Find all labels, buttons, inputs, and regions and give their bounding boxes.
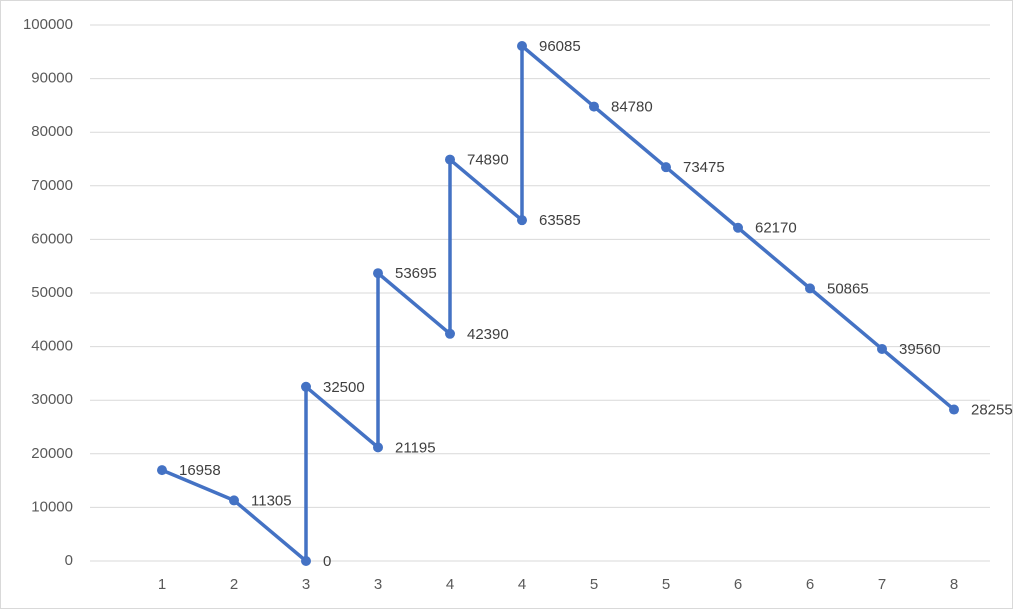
data-label: 28255 (971, 402, 1013, 419)
marker (229, 495, 239, 506)
data-label: 21195 (395, 439, 436, 456)
data-label: 11305 (251, 492, 292, 509)
x-tick-label: 3 (374, 576, 382, 593)
y-tick-label: 60000 (31, 230, 73, 247)
marker (373, 442, 383, 453)
marker (733, 222, 743, 233)
y-tick-label: 30000 (31, 391, 73, 408)
x-tick-label: 7 (878, 576, 886, 593)
line (161, 44, 956, 563)
y-tick-label: 50000 (31, 284, 73, 301)
marker (517, 215, 527, 226)
y-tick-label: 70000 (31, 177, 73, 194)
marker (589, 101, 599, 112)
x-tick-label: 4 (518, 576, 526, 593)
y-tick-label: 40000 (31, 338, 73, 355)
x-tick-label: 6 (734, 576, 742, 593)
x-tick-label: 6 (806, 576, 814, 593)
marker (661, 162, 671, 173)
data-label: 96085 (539, 38, 581, 55)
marker (157, 465, 167, 476)
data-label: 50865 (827, 280, 869, 297)
marker (445, 328, 455, 339)
y-tick-label: 80000 (31, 123, 73, 140)
data-label: 42390 (467, 326, 509, 343)
x-tick-label: 1 (158, 576, 166, 593)
x-tick-label: 5 (662, 576, 670, 593)
y-tick-label: 10000 (31, 498, 73, 515)
y-tick-label: 0 (65, 552, 73, 569)
marker (301, 381, 311, 392)
data-label: 32500 (323, 379, 365, 396)
data-label: 0 (323, 553, 331, 570)
y-tick-label: 90000 (31, 70, 73, 87)
marker (949, 404, 959, 415)
y-tick-label: 100000 (23, 16, 73, 33)
x-tick-label: 2 (230, 576, 238, 593)
x-tick-label: 5 (590, 576, 598, 593)
marker (805, 283, 815, 294)
x-tick-label: 4 (446, 576, 454, 593)
marker (445, 154, 455, 165)
y-tick-label: 20000 (31, 445, 73, 462)
data-label: 74890 (467, 152, 509, 169)
marker (373, 268, 383, 279)
data-label: 84780 (611, 99, 653, 116)
marker (877, 343, 887, 354)
marker (301, 556, 311, 566)
data-label: 73475 (683, 159, 725, 176)
data-label: 16958 (179, 462, 221, 479)
data-label: 63585 (539, 212, 581, 229)
x-tick-label: 3 (302, 576, 310, 593)
x-tick-label: 8 (950, 576, 958, 593)
data-label: 39560 (899, 341, 941, 358)
marker (517, 40, 527, 51)
data-label: 53695 (395, 265, 437, 282)
data-label: 62170 (755, 220, 797, 237)
